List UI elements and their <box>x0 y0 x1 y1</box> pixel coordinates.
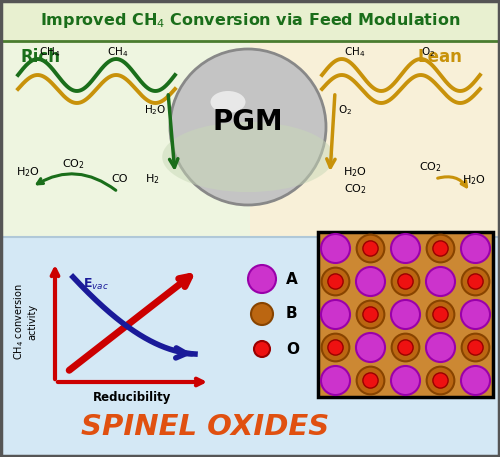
FancyBboxPatch shape <box>0 237 500 457</box>
Circle shape <box>363 307 378 322</box>
Text: H$_2$: H$_2$ <box>144 172 160 186</box>
Circle shape <box>328 274 343 289</box>
Circle shape <box>391 366 420 395</box>
Circle shape <box>321 366 350 395</box>
Circle shape <box>248 265 276 293</box>
Text: A: A <box>286 271 298 287</box>
Circle shape <box>426 234 454 262</box>
Bar <box>250 41 499 242</box>
Text: B: B <box>286 307 298 322</box>
Bar <box>1 1 499 41</box>
Circle shape <box>433 373 448 388</box>
Circle shape <box>363 241 378 256</box>
Text: CH$_4$: CH$_4$ <box>40 45 60 59</box>
Circle shape <box>322 268 349 295</box>
Circle shape <box>462 268 489 295</box>
Bar <box>1 41 250 242</box>
Text: H$_2$O: H$_2$O <box>462 173 486 187</box>
Circle shape <box>356 301 384 329</box>
Circle shape <box>391 300 420 329</box>
Text: Lean: Lean <box>417 48 462 66</box>
Circle shape <box>356 333 385 362</box>
Circle shape <box>398 274 413 289</box>
Text: CO$_2$: CO$_2$ <box>418 160 442 174</box>
Circle shape <box>433 307 448 322</box>
Circle shape <box>363 373 378 388</box>
Circle shape <box>433 241 448 256</box>
Circle shape <box>392 334 419 361</box>
Text: H$_2$O: H$_2$O <box>16 165 40 179</box>
Text: CO$_2$: CO$_2$ <box>62 157 84 171</box>
Ellipse shape <box>162 122 334 192</box>
Text: CO$_2$: CO$_2$ <box>344 182 366 196</box>
Circle shape <box>356 234 384 262</box>
Ellipse shape <box>210 91 246 113</box>
Circle shape <box>462 334 489 361</box>
Circle shape <box>170 49 326 205</box>
Text: SPINEL OXIDES: SPINEL OXIDES <box>81 413 329 441</box>
Circle shape <box>251 303 273 325</box>
Text: E$_{vac}$: E$_{vac}$ <box>83 276 109 292</box>
Text: Improved CH$_4$ Conversion via Feed Modulation: Improved CH$_4$ Conversion via Feed Modu… <box>40 11 460 30</box>
Circle shape <box>426 333 455 362</box>
Text: O$_2$: O$_2$ <box>421 45 435 59</box>
Text: Reducibility: Reducibility <box>94 392 172 404</box>
Text: PGM: PGM <box>212 108 284 136</box>
Circle shape <box>356 367 384 394</box>
Text: CH$_4$ conversion
activity: CH$_4$ conversion activity <box>12 284 38 360</box>
Circle shape <box>328 340 343 355</box>
Circle shape <box>392 268 419 295</box>
Text: CO: CO <box>112 174 128 184</box>
Circle shape <box>468 340 483 355</box>
Circle shape <box>391 234 420 263</box>
Text: O: O <box>286 341 299 356</box>
Circle shape <box>254 341 270 357</box>
Text: CH$_4$: CH$_4$ <box>108 45 128 59</box>
Bar <box>318 232 493 397</box>
Text: H$_2$O: H$_2$O <box>343 165 367 179</box>
Circle shape <box>321 234 350 263</box>
Text: Rich: Rich <box>20 48 60 66</box>
Circle shape <box>468 274 483 289</box>
Circle shape <box>426 367 454 394</box>
Text: O$_2$: O$_2$ <box>338 103 352 117</box>
Circle shape <box>461 366 490 395</box>
Circle shape <box>461 300 490 329</box>
Circle shape <box>321 300 350 329</box>
Circle shape <box>426 267 455 296</box>
Text: CH$_4$: CH$_4$ <box>344 45 366 59</box>
Circle shape <box>426 301 454 329</box>
Text: H$_2$O: H$_2$O <box>144 103 166 117</box>
Circle shape <box>461 234 490 263</box>
Circle shape <box>322 334 349 361</box>
Circle shape <box>398 340 413 355</box>
Circle shape <box>356 267 385 296</box>
